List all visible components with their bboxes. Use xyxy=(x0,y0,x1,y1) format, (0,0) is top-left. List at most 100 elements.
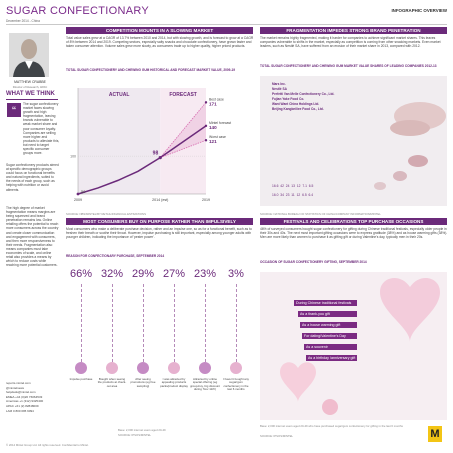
twitter-link[interactable]: @mintelnews xyxy=(6,385,25,390)
section-fragmentation-header: FRAGMENTATION IMPEDES STRONG BRAND PENET… xyxy=(260,27,447,34)
point-best-case xyxy=(204,101,208,104)
contact-block: reports.mintel.com @mintelnews helpdesk@… xyxy=(6,381,62,413)
series-value-mintel: 140 xyxy=(209,125,217,130)
gifting-occasion-title: OCCASION OF SUGAR CONFECTIONERY GIFTING,… xyxy=(260,260,367,264)
actual-region xyxy=(78,88,161,194)
share-row-2013: 16.0 34 23 11 12 6.5 6.4 xyxy=(272,193,314,197)
wtw-paragraph-3: The high degree of market fragmentation … xyxy=(6,206,59,268)
x-tick-2: 2019 xyxy=(202,198,210,202)
series-line-mintel-forecast xyxy=(159,125,207,159)
candy-icon-5 xyxy=(230,362,242,374)
apac-phone: APAC +61 (2) 82848009 xyxy=(6,403,39,408)
point-worst-case xyxy=(204,139,208,142)
candy-icon-1 xyxy=(106,362,118,374)
reason-label-0: Impulse purchase xyxy=(69,377,93,381)
data-label-start: 50 xyxy=(81,189,86,194)
author-name: MATTHEW CRABBE xyxy=(14,80,46,84)
emea-phone: EMEA +44 (0)20 76064533 xyxy=(6,394,43,399)
company-mars: Mars Inc. xyxy=(272,82,286,86)
reason-pct-0: 66% xyxy=(69,268,93,280)
reason-connector-3 xyxy=(174,284,175,372)
reason-pct-2: 29% xyxy=(131,268,155,280)
company-share-source: SOURCE: NATIONAL BUREAU OF STATISTICS OF… xyxy=(260,212,381,216)
reason-label-4: Attracted by online special offering (eg… xyxy=(190,377,220,392)
candy-icon-3 xyxy=(168,362,180,374)
x-tick-1: 2014 (est) xyxy=(152,198,168,202)
company-perfetti: Perfetti Van Melle Confectionery Co., Lt… xyxy=(272,92,335,96)
purchase-reason-title: REASON FOR CONFECTIONARY PURCHASE, SEPTE… xyxy=(66,254,165,258)
reason-pct-5: 3% xyxy=(228,268,244,280)
occasion-souvenir: As a souvenir xyxy=(304,344,358,350)
report-date: December 2014 - China xyxy=(6,19,40,23)
gifting-occasion-panel: During Chinese traditional festivals As … xyxy=(260,272,447,420)
reason-label-5: I haven't bought any sugar/gum confectio… xyxy=(223,377,249,392)
company-want-want: Want Want China Holdings Ltd. xyxy=(272,102,320,106)
what-we-think-heading: WHAT WE THINK xyxy=(6,91,55,97)
company-list: Mars Inc. Nestlé SA Perfetti Van Melle C… xyxy=(272,82,334,112)
series-label-mintel: Mintel forecast xyxy=(209,121,231,125)
reason-connector-4 xyxy=(205,284,206,372)
header-divider xyxy=(6,24,447,25)
purchase-reason-chart: 66% Impulse purchase 32% Bought when seeing… xyxy=(66,266,254,441)
x-tick-0: 2009 xyxy=(74,198,82,202)
copyright: © 2014 Mintel Group Ltd. All rights rese… xyxy=(6,443,89,447)
market-value-chart-title: TOTAL SUGAR CONFECTIONERY AND CHEWING GU… xyxy=(66,68,236,72)
fragmentation-body: The market remains highly fragmented, ma… xyxy=(260,36,441,49)
avatar-icon xyxy=(9,33,49,77)
series-label-worst: Worst case xyxy=(209,135,226,139)
occasion-birthday: As a birthday /anniversary gift xyxy=(306,355,358,361)
wtw-paragraph-1: The sugar confectionery market faces slo… xyxy=(23,102,60,156)
reason-label-1: Bought when seeing the products at check… xyxy=(97,377,127,388)
americas-phone: Americas +1 (312) 9325400 xyxy=(6,399,44,404)
reason-connector-5 xyxy=(236,284,237,372)
occasion-valentines: For dating/Valentine's Day xyxy=(302,333,358,339)
lam-phone: LAM 0 800 095 9094 xyxy=(6,408,34,413)
series-line-best-case xyxy=(159,102,207,158)
company-nestle: Nestlé SA xyxy=(272,87,287,91)
quote-icon: “ xyxy=(7,103,21,118)
reason-label-3: I was attracted by appealing products pa… xyxy=(160,377,188,388)
series-line-worst-case xyxy=(160,139,207,159)
series-label-best: Best case xyxy=(209,97,224,101)
candy-icon-4 xyxy=(199,362,211,374)
segment-label-forecast: FORECAST xyxy=(169,92,197,98)
author-role: Director of Research, APAC xyxy=(12,85,48,89)
company-share-chart-title: TOTAL SUGAR CONFECTIONERY AND CHEWING GU… xyxy=(260,64,437,68)
reason-pct-4: 23% xyxy=(193,268,217,280)
reason-pct-3: 27% xyxy=(162,268,186,280)
website-link[interactable]: reports.mintel.com xyxy=(6,381,31,385)
point-mintel-forecast xyxy=(204,124,208,128)
company-fujian-yake: Fujian Yake Food Co. xyxy=(272,97,305,101)
gifting-base: Base: 2,000 internet users aged 20-49 wh… xyxy=(260,424,403,428)
series-value-worst: 121 xyxy=(209,139,217,144)
competition-body: Total value sales grew at a CAGR of 13.7… xyxy=(66,36,254,49)
mintel-logo-icon: M xyxy=(428,426,442,442)
series-value-best: 171 xyxy=(209,101,217,106)
purchase-base: Base: 2,000 internet users aged 20-49 xyxy=(118,428,166,432)
section-occasions-header: FESTIVALS AND CELEBRATIONS TOP PURCHASE … xyxy=(260,218,447,225)
forecast-band xyxy=(160,102,206,158)
segment-label-actual: ACTUAL xyxy=(109,92,130,98)
point-2014 xyxy=(158,156,162,160)
reason-label-2: After seeing promotions (eg free samplin… xyxy=(130,377,156,388)
gifting-source: SOURCE: IPSOS/MINTEL xyxy=(260,434,294,438)
page-title: SUGAR CONFECTIONARY xyxy=(6,5,150,17)
email-link[interactable]: helpdesk@mintel.com xyxy=(6,390,36,395)
occasion-thank-you: As a thank-you gift xyxy=(298,311,358,317)
point-start xyxy=(76,192,80,196)
candy-image xyxy=(260,76,447,206)
purchase-source: SOURCE: IPSOS/MINTEL xyxy=(118,433,152,437)
series-line-actual xyxy=(77,157,161,195)
heart-candy-image xyxy=(280,277,440,415)
occasions-body: 46% of surveyed consumers bought sugar c… xyxy=(260,227,448,240)
reason-connector-2 xyxy=(143,284,144,372)
section-purchase-header: MOST CONSUMERS BUY ON PURPOSE RATHER THA… xyxy=(66,218,253,225)
infographic-label: INFOGRAPHIC OVERVIEW xyxy=(391,8,447,13)
reason-connector-0 xyxy=(81,284,82,372)
section-competition-header: COMPETITION MOUNTS IN A SLOWING MARKET xyxy=(66,27,253,34)
purchase-body: Most consumers who make a deliberate pur… xyxy=(66,227,252,240)
wtw-paragraph-2: Sugar confectionery products aimed at sp… xyxy=(6,163,59,192)
reason-pct-1: 32% xyxy=(100,268,124,280)
share-row-2012: 16.6 42 24 13 12 7.1 6.5 xyxy=(272,184,314,188)
occasion-list: During Chinese traditional festivals As … xyxy=(294,300,358,361)
